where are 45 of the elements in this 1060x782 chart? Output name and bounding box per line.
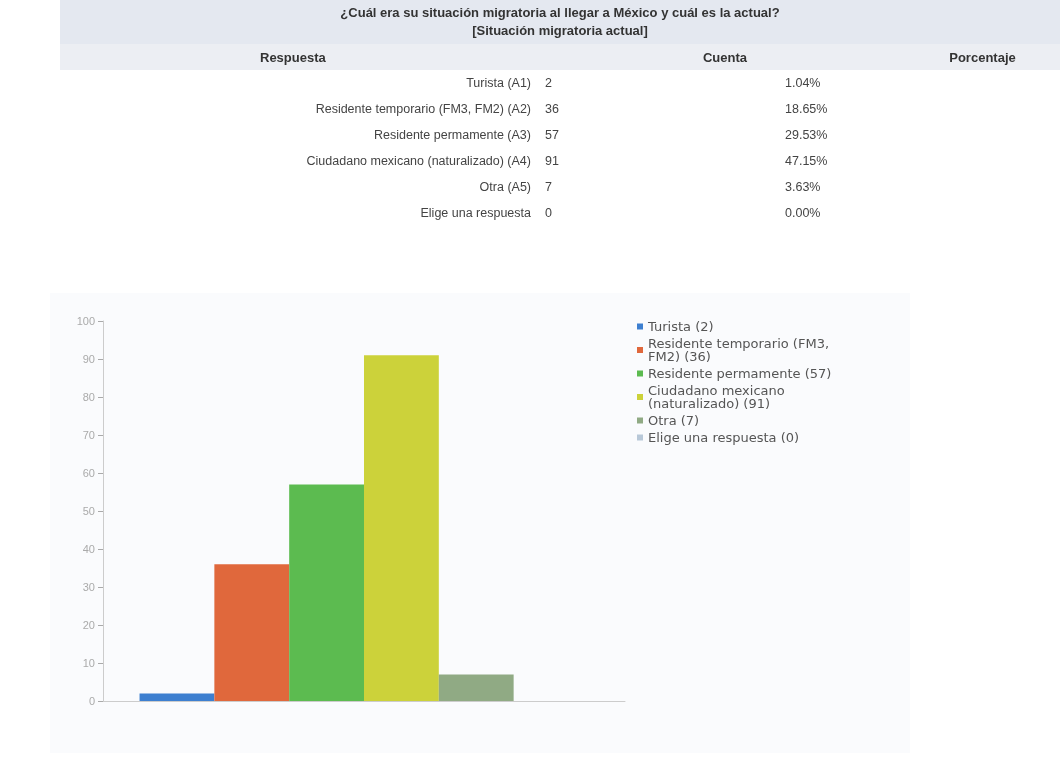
text: [Situación migratoria actual] [471,22,649,40]
text: 7 [545,180,552,194]
y-tick-label: 10 [82,657,95,669]
y-tick-label: 80 [82,391,95,403]
y-tick-label: 0 [88,695,95,707]
text: 18.65% [785,102,829,116]
bar [139,693,215,701]
y-tick-label: 50 [82,505,95,517]
bar [364,355,439,701]
text: Ciudadano mexicano (naturalizado) (A4) [305,154,532,168]
y-tick-label: 70 [82,429,95,441]
text: 47.15% [785,154,829,168]
y-tick-label: 40 [82,543,95,555]
legend-label: Residente permamente (57) [648,366,832,381]
legend-label: Turista (2) [647,319,714,334]
y-tick-label: 20 [82,619,95,631]
y-tick-label: 30 [82,581,95,593]
text: 0 [545,206,552,220]
text: 1.04% [785,76,822,90]
text: Elige una respuesta [419,206,532,220]
text: Otra (A5) [478,180,532,194]
text: ¿Cuál era su situación migratoria al llegar a México y cuál es la actual? [339,4,781,22]
bar [438,674,514,701]
text: 0.00% [785,206,822,220]
text: Turista (A1) [465,76,532,90]
legend-label: Ciudadano mexicano (naturalizado) (91) [648,383,789,411]
legend-label: Elige una respuesta (0) [648,430,800,445]
text: 36 [545,102,559,116]
bar [214,564,290,701]
text: Residente permamente (A3) [372,128,532,142]
legend-label: Otra (7) [648,413,700,428]
text: 57 [545,128,559,142]
text: Respuesta [259,49,327,65]
text: 29.53% [785,128,829,142]
text: Porcentaje [948,49,1017,65]
text: Residente temporario (FM3, FM2) (A2) [314,102,532,116]
text: 91 [545,154,559,168]
y-tick-label: 90 [82,353,95,365]
text: 3.63% [785,180,822,194]
legend-label: Residente temporario (FM3, FM2) (36) [648,336,834,364]
bar [289,484,364,701]
y-tick-label: 100 [76,315,95,327]
y-tick-label: 60 [82,467,95,479]
text: Cuenta [701,49,749,65]
text: 2 [545,76,552,90]
